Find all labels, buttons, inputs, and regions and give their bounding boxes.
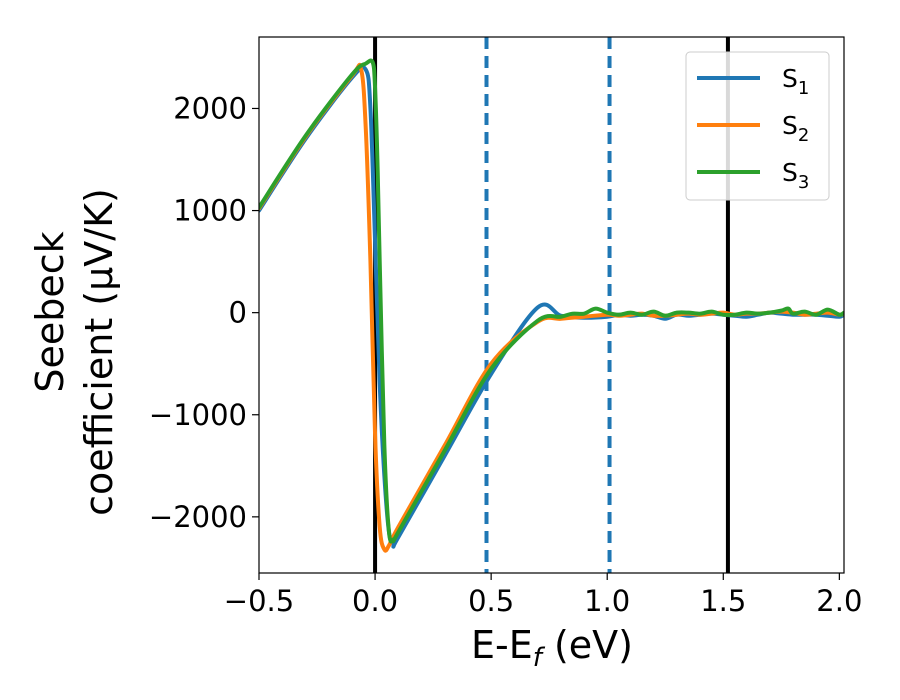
x-tick-label-4: 1.5 — [700, 584, 746, 618]
plot-frame — [258, 36, 845, 574]
x-tick-label-2: 0.5 — [468, 584, 514, 618]
legend-label-s3: S3 — [782, 158, 809, 193]
x-tick-label-1: 0.0 — [352, 584, 398, 618]
legend: S1 S2 S3 — [685, 51, 830, 201]
y-tick-label-2: 0 — [229, 296, 247, 330]
x-tick-label-5: 2.0 — [816, 584, 862, 618]
legend-label-s2: S2 — [782, 111, 809, 146]
x-axis-title: E-Ef (eV) — [471, 623, 633, 673]
series-line-s3 — [259, 58, 844, 544]
y-tick-label-3: 1000 — [173, 194, 247, 228]
x-axis-title-main: E-E — [471, 623, 533, 667]
y-tick-label-4: 2000 — [173, 91, 247, 125]
y-axis-title-line1: Seebeck — [28, 231, 72, 392]
y-tick-label-0: −2000 — [149, 500, 247, 534]
x-axis-title-unit: (eV) — [542, 623, 633, 667]
x-tick-label-3: 1.0 — [584, 584, 630, 618]
legend-label-s1: S1 — [782, 64, 809, 99]
x-tick-label-0: −0.5 — [224, 584, 294, 618]
y-axis-title-line2: coefficient (μV/K) — [77, 188, 121, 516]
y-tick-label-1: −1000 — [149, 398, 247, 432]
